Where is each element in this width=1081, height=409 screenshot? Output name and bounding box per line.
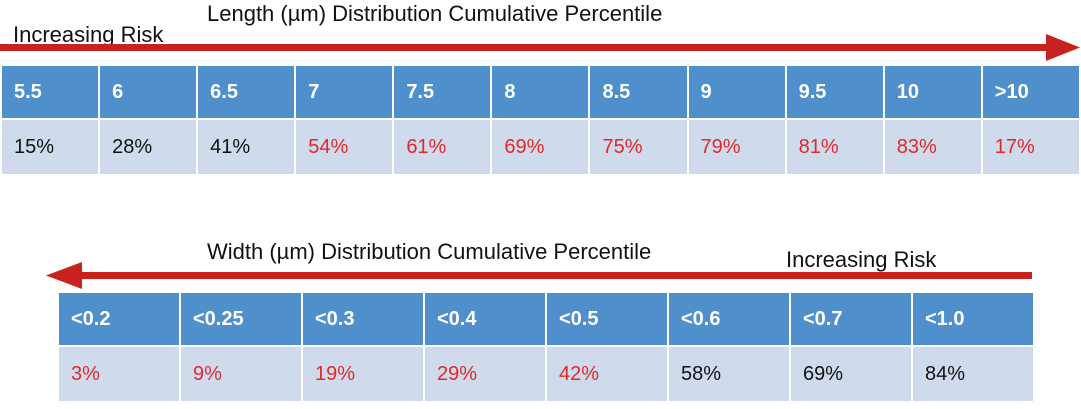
length-header-cell: 9 bbox=[686, 64, 787, 120]
length-value-cell: 28% bbox=[98, 118, 199, 176]
width-value-cell: 19% bbox=[301, 345, 425, 403]
length-value-cell: 81% bbox=[784, 118, 885, 176]
length-header-row: 5.5 6 6.5 7 7.5 8 8.5 9 9.5 10 >10 bbox=[0, 64, 1081, 120]
length-value-cell: 69% bbox=[490, 118, 591, 176]
width-risk-label: Increasing Risk bbox=[786, 247, 937, 272]
length-value-row: 15% 28% 41% 54% 61% 69% 75% 79% 81% 83% 17% bbox=[0, 118, 1081, 176]
length-header-cell: 7 bbox=[294, 64, 395, 120]
width-value-cell: 29% bbox=[423, 345, 547, 403]
length-value-cell: 15% bbox=[0, 118, 101, 176]
length-header-cell: 7.5 bbox=[392, 64, 493, 120]
width-value-cell: 9% bbox=[179, 345, 303, 403]
width-value-cell: 84% bbox=[911, 345, 1035, 403]
width-value-cell: 69% bbox=[789, 345, 913, 403]
length-header-cell: 6.5 bbox=[196, 64, 297, 120]
width-arrow-shaft bbox=[78, 272, 1032, 279]
width-header-cell: <1.0 bbox=[911, 291, 1035, 347]
width-header-cell: <0.4 bbox=[423, 291, 547, 347]
width-header-row: <0.2 <0.25 <0.3 <0.4 <0.5 <0.6 <0.7 <1.0 bbox=[57, 291, 1035, 347]
width-chart-title: Width (µm) Distribution Cumulative Perce… bbox=[207, 239, 652, 264]
length-header-cell: >10 bbox=[980, 64, 1081, 120]
width-value-cell: 42% bbox=[545, 345, 669, 403]
length-risk-label: Increasing Risk bbox=[13, 22, 164, 47]
length-chart-title: Length (µm) Distribution Cumulative Perc… bbox=[207, 1, 663, 26]
length-value-cell: 83% bbox=[882, 118, 983, 176]
length-header-cell: 8.5 bbox=[588, 64, 689, 120]
length-value-cell: 41% bbox=[196, 118, 297, 176]
width-header-cell: <0.7 bbox=[789, 291, 913, 347]
width-value-cell: 3% bbox=[57, 345, 181, 403]
length-value-cell: 61% bbox=[392, 118, 493, 176]
width-arrow-head bbox=[46, 262, 82, 289]
width-header-cell: <0.5 bbox=[545, 291, 669, 347]
length-header-cell: 5.5 bbox=[0, 64, 101, 120]
width-value-cell: 58% bbox=[667, 345, 791, 403]
length-header-cell: 9.5 bbox=[784, 64, 885, 120]
width-header-cell: <0.2 bbox=[57, 291, 181, 347]
width-value-row: 3% 9% 19% 29% 42% 58% 69% 84% bbox=[57, 345, 1035, 403]
length-table: 5.5 6 6.5 7 7.5 8 8.5 9 9.5 10 >10 15% 28% 41% 54% 61%… bbox=[0, 64, 1081, 176]
width-header-cell: <0.6 bbox=[667, 291, 791, 347]
width-header-cell: <0.25 bbox=[179, 291, 303, 347]
length-header-cell: 6 bbox=[98, 64, 199, 120]
width-header-cell: <0.3 bbox=[301, 291, 425, 347]
length-arrow-shaft bbox=[0, 44, 1050, 51]
length-header-cell: 8 bbox=[490, 64, 591, 120]
length-value-cell: 54% bbox=[294, 118, 395, 176]
length-value-cell: 79% bbox=[686, 118, 787, 176]
length-value-cell: 75% bbox=[588, 118, 689, 176]
length-header-cell: 10 bbox=[882, 64, 983, 120]
length-arrow-head bbox=[1046, 34, 1080, 61]
width-table: <0.2 <0.25 <0.3 <0.4 <0.5 <0.6 <0.7 <1.0 3% 9% 19… bbox=[57, 291, 1035, 403]
length-value-cell: 17% bbox=[980, 118, 1081, 176]
